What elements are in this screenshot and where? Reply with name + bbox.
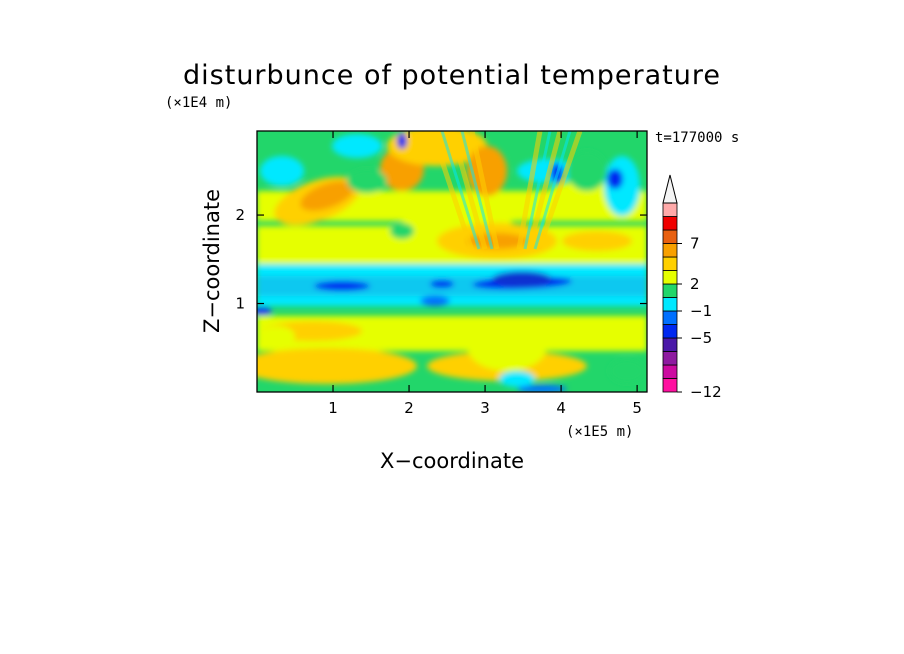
blue-patch (430, 280, 454, 288)
lower-yellow-blob (467, 321, 547, 371)
lower-green-blob (609, 359, 645, 383)
chart-title: disturbunce of potential temperature (183, 60, 721, 91)
wave-streak (429, 131, 475, 252)
y-tick-label: 1 (235, 295, 245, 313)
light-blue-patch (420, 296, 450, 306)
lower-cyan-blob (499, 371, 535, 387)
contour-field (257, 131, 647, 392)
colorbar-tick-label: −12 (690, 383, 722, 401)
y-unit-label: (×1E4 m) (165, 95, 232, 111)
y-axis-label: Z−coordinate (200, 189, 224, 333)
blue-core (492, 271, 552, 287)
wave-streak (460, 131, 494, 250)
top-green-blob (347, 169, 387, 193)
wave-streak (469, 131, 500, 250)
colorbar-tick-label: −5 (690, 329, 712, 347)
wave-streak (536, 131, 583, 250)
lower-orange-blob (257, 348, 417, 384)
x-tick-label: 3 (480, 399, 490, 417)
y-axis: 12 (235, 206, 647, 313)
y-tick-label: 2 (235, 206, 245, 224)
wave-streak (523, 131, 552, 250)
colorbar-tick-label: −1 (690, 302, 712, 320)
colorbar-box (662, 202, 678, 217)
wave-streak (516, 131, 543, 250)
contour-layer (257, 131, 647, 392)
x-axis: 1 2 3 4 5 (328, 131, 642, 417)
wave-streak (449, 131, 488, 250)
blue-patch (257, 307, 272, 315)
colorbar-extend-arrow (662, 174, 678, 204)
x-tick-label: 2 (404, 399, 414, 417)
plot-frame (256, 130, 648, 393)
blue-dot (397, 133, 407, 149)
lower-yellow-blob (259, 326, 295, 346)
colorbar-box (662, 378, 678, 393)
upper-orange-core (300, 181, 354, 211)
colorbar-box (662, 324, 678, 339)
wave-streak (526, 131, 563, 250)
colorbar-box (662, 337, 678, 352)
right-green-blob (567, 151, 607, 191)
colorbar-box (662, 283, 678, 298)
x-axis-label: X−coordinate (380, 449, 524, 473)
colorbar: 7 2 −1 −5 −12 (662, 174, 722, 401)
colorbar-box (662, 270, 678, 285)
x-tick-label: 4 (556, 399, 566, 417)
colorbar-box (662, 351, 678, 366)
colorbar-box (662, 243, 678, 258)
colorbar-box (662, 229, 678, 244)
blue-patch (314, 281, 370, 291)
top-cyan-blob (332, 134, 382, 158)
colorbar-box (662, 297, 678, 312)
colorbar-box (662, 364, 678, 379)
blue-dot (607, 169, 623, 189)
green-patch (390, 223, 414, 239)
colorbar-box (662, 256, 678, 271)
x-unit-label: (×1E5 m) (566, 424, 633, 440)
x-tick-label: 5 (632, 399, 642, 417)
colorbar-tick-label: 2 (690, 275, 700, 293)
time-label: t=177000 s (655, 130, 739, 146)
right-orange-blob (562, 231, 632, 251)
light-blue-patch (517, 385, 567, 392)
colorbar-box (662, 310, 678, 325)
colorbar-box (662, 216, 678, 231)
colorbar-tick-label: 7 (690, 235, 700, 253)
x-tick-label: 1 (328, 399, 338, 417)
wave-streak (533, 131, 572, 250)
top-cyan-blob (260, 156, 304, 186)
wave-streak (440, 131, 481, 250)
wave-streaks (429, 131, 583, 252)
